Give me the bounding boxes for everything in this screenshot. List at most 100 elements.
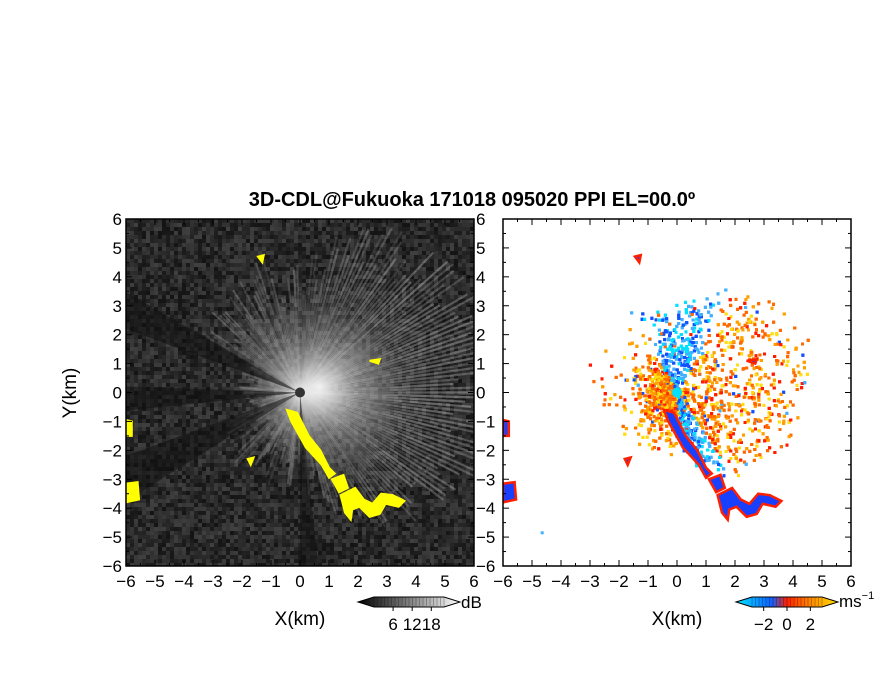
snr-noise-cell [202, 535, 206, 539]
snr-noise-cell [238, 551, 242, 555]
snr-noise-cell [226, 283, 230, 287]
snr-noise-cell [226, 459, 230, 463]
snr-noise-cell [198, 359, 202, 363]
snr-noise-cell [202, 419, 206, 423]
snr-noise-cell [194, 267, 198, 271]
snr-noise-cell [150, 431, 154, 435]
snr-noise-cell [246, 279, 250, 283]
snr-noise-cell [218, 519, 222, 523]
snr-noise-cell [178, 263, 182, 267]
snr-noise-cell [178, 379, 182, 383]
snr-noise-cell [258, 523, 262, 527]
snr-noise-cell [246, 487, 250, 491]
snr-noise-cell [278, 227, 282, 231]
snr-noise-cell [234, 331, 238, 335]
snr-noise-cell [266, 255, 270, 259]
snr-noise-cell [190, 359, 194, 363]
snr-noise-cell [286, 527, 290, 531]
snr-noise-cell [174, 431, 178, 435]
snr-noise-cell [222, 267, 226, 271]
snr-noise-cell [174, 475, 178, 479]
snr-noise-cell [282, 487, 286, 491]
snr-noise-cell [338, 523, 342, 527]
snr-noise-cell [134, 219, 138, 223]
snr-noise-cell [154, 355, 158, 359]
snr-noise-cell [230, 295, 234, 299]
snr-noise-cell [158, 355, 162, 359]
snr-noise-cell [222, 447, 226, 451]
snr-noise-cell [198, 507, 202, 511]
snr-noise-cell [202, 495, 206, 499]
snr-noise-cell [278, 463, 282, 467]
snr-noise-cell [302, 267, 306, 271]
snr-noise-cell [322, 219, 326, 223]
snr-noise-cell [150, 351, 154, 355]
snr-noise-cell [186, 547, 190, 551]
snr-panel: −66 6−55 5−44 4−33 3−22 2−11 100 01−1 −12−2 −23−3… [103, 210, 496, 591]
snr-noise-cell [338, 255, 342, 259]
snr-noise-cell [318, 519, 322, 523]
snr-noise-cell [342, 259, 346, 263]
snr-noise-cell [254, 511, 258, 515]
snr-noise-cell [238, 519, 242, 523]
snr-noise-cell [270, 511, 274, 515]
snr-noise-cell [162, 347, 166, 351]
snr-noise-cell [190, 279, 194, 283]
snr-noise-cell [242, 435, 246, 439]
snr-noise-cell [186, 227, 190, 231]
snr-noise-cell [346, 475, 350, 479]
snr-noise-cell [250, 479, 254, 483]
snr-noise-cell [206, 379, 210, 383]
snr-noise-cell [158, 275, 162, 279]
snr-noise-cell [170, 227, 174, 231]
snr-noise-cell [234, 463, 238, 467]
snr-noise-cell [170, 411, 174, 415]
snr-noise-cell [318, 255, 322, 259]
snr-noise-cell [182, 463, 186, 467]
snr-noise-cell [170, 279, 174, 283]
snr-noise-cell [314, 283, 318, 287]
snr-noise-cell [238, 507, 242, 511]
snr-noise-cell [338, 291, 342, 295]
snr-noise-cell [146, 531, 150, 535]
snr-noise-cell [298, 235, 302, 239]
snr-noise-cell [166, 419, 170, 423]
snr-noise-cell [222, 339, 226, 343]
snr-noise-cell [166, 259, 170, 263]
snr-noise-cell [194, 263, 198, 267]
snr-noise-cell [274, 279, 278, 283]
snr-noise-cell [230, 263, 234, 267]
snr-noise-cell [170, 487, 174, 491]
snr-noise-cell [290, 527, 294, 531]
snr-noise-cell [142, 419, 146, 423]
snr-noise-cell [218, 483, 222, 487]
snr-noise-cell [182, 507, 186, 511]
snr-noise-cell [322, 527, 326, 531]
snr-noise-cell [294, 471, 298, 475]
snr-noise-cell [174, 559, 178, 563]
snr-noise-cell [214, 467, 218, 471]
snr-noise-cell [150, 543, 154, 547]
snr-noise-cell [174, 279, 178, 283]
snr-noise-cell [146, 495, 150, 499]
snr-noise-cell [130, 343, 134, 347]
snr-noise-cell [338, 299, 342, 303]
snr-noise-cell [210, 371, 214, 375]
snr-noise-cell [186, 551, 190, 555]
snr-noise-cell [342, 559, 346, 563]
snr-noise-cell [174, 239, 178, 243]
snr-noise-cell [138, 363, 142, 367]
snr-noise-cell [138, 223, 142, 227]
snr-noise-cell [150, 435, 154, 439]
snr-noise-cell [254, 239, 258, 243]
snr-noise-cell [222, 507, 226, 511]
snr-noise-cell [190, 535, 194, 539]
snr-noise-cell [174, 515, 178, 519]
snr-noise-cell [170, 563, 174, 566]
snr-noise-cell [178, 555, 182, 559]
snr-noise-cell [246, 319, 250, 323]
snr-noise-cell [202, 307, 206, 311]
snr-noise-cell [210, 243, 214, 247]
snr-noise-cell [198, 311, 202, 315]
snr-noise-cell [150, 407, 154, 411]
